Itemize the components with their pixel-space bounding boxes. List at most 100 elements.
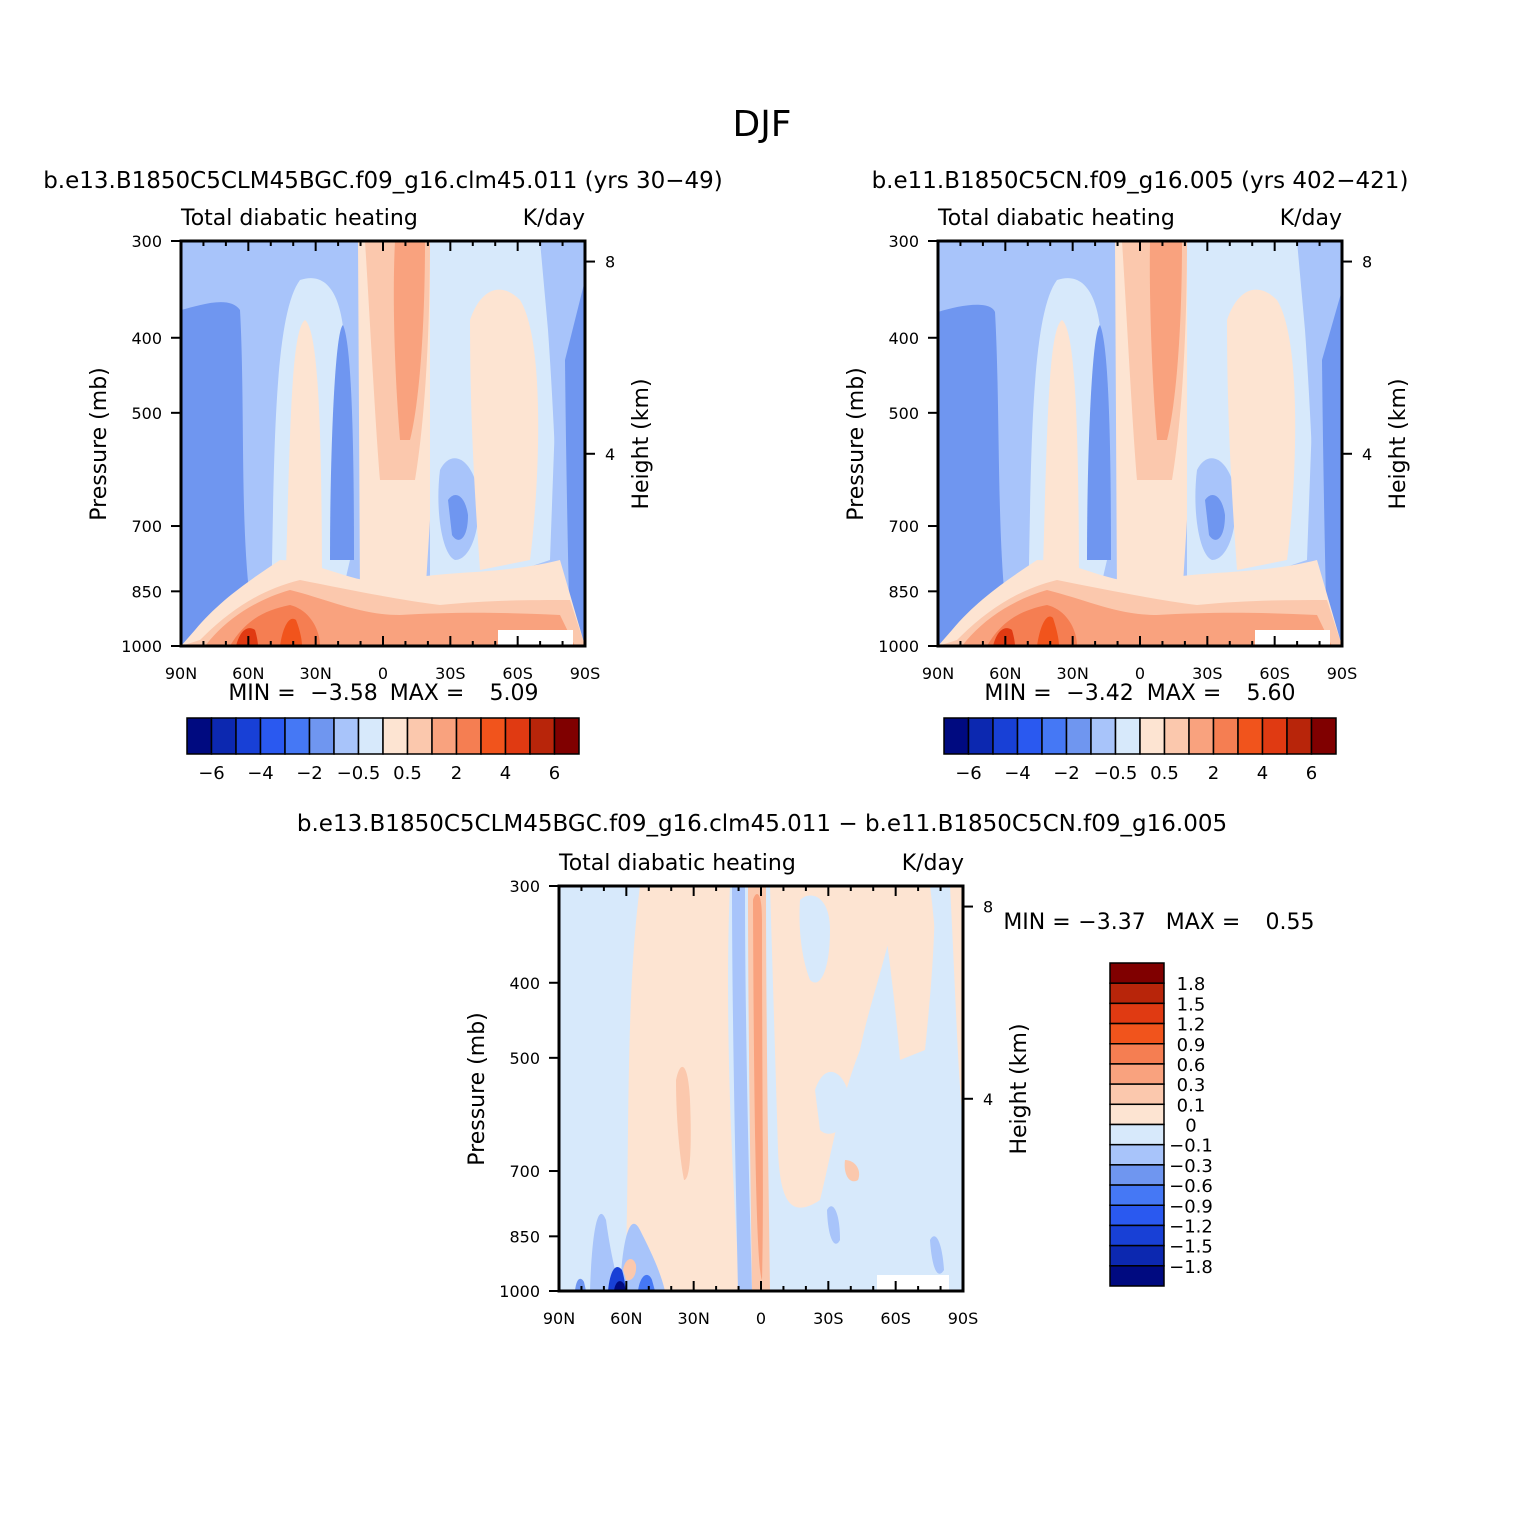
panel-1-max-label: MAX = [390, 681, 465, 706]
y-tick-label: 300 [509, 877, 540, 896]
x-tick-label: 60N [989, 664, 1021, 683]
colorbar-box [1041, 717, 1068, 755]
colorbar-box [308, 717, 335, 755]
panel-2-ylabel: Pressure (mb) [844, 367, 869, 521]
colorbar-box [1109, 1123, 1165, 1146]
colorbar-label: −2 [1053, 763, 1080, 784]
y-tick-label: 850 [131, 582, 162, 601]
colorbar-label: −1.2 [1169, 1216, 1213, 1237]
colorbar-box [1109, 1164, 1165, 1186]
colorbar-box [992, 717, 1019, 755]
colorbar-box [1065, 717, 1092, 755]
colorbar-box [1188, 717, 1215, 755]
panel-1-case-title: b.e13.B1850C5CLM45BGC.f09_g16.clm45.011 … [43, 168, 723, 194]
colorbar-label: −1.8 [1169, 1257, 1213, 1278]
x-tick-label: 60S [502, 664, 533, 683]
colorbar-label: −0.5 [337, 763, 381, 784]
panel-2-min-value: −3.42 [1066, 681, 1133, 706]
colorbar-label: −0.6 [1169, 1176, 1213, 1197]
colorbar-box [431, 717, 458, 755]
colorbar-label: 0.1 [1177, 1095, 1206, 1116]
x-tick-label: 0 [1135, 664, 1145, 683]
x-tick-label: 90N [543, 1309, 575, 1328]
panel-1-field [181, 241, 585, 646]
x-tick-label: 60S [1259, 664, 1290, 683]
panel-3-left-subtitle: Total diabatic heating [558, 851, 796, 876]
figure-title: DJF [732, 104, 791, 145]
panel-3-field [559, 886, 963, 1291]
colorbar-box [1109, 1002, 1165, 1025]
colorbar-box [1286, 717, 1313, 755]
y-tick-label: 500 [131, 404, 162, 423]
colorbar-label: 1.8 [1177, 974, 1206, 995]
panel-2-ticks: 90N 60N 30N 0 30S 60S 90S 300 400 500 700 850 1000 8 4 [878, 232, 1372, 683]
colorbar-box [480, 717, 507, 755]
colorbar-box [553, 717, 580, 755]
panel-1-ticks: 90N 60N 30N 0 30S 60S 90S 300 400 500 700 850 1000 8 4 [121, 232, 615, 683]
y-tick-label: 400 [888, 329, 919, 348]
panel-2-left-subtitle: Total diabatic heating [937, 206, 1175, 231]
x-tick-label: 30N [1057, 664, 1089, 683]
panel-3-case-title: b.e13.B1850C5CLM45BGC.f09_g16.clm45.011 … [297, 811, 1227, 837]
y-right-tick-label: 4 [605, 445, 615, 464]
colorbar-box [943, 717, 970, 755]
x-tick-label: 30S [813, 1309, 844, 1328]
y-tick-label: 400 [509, 974, 540, 993]
colorbar-label: 2 [1208, 763, 1219, 784]
colorbar-box [186, 717, 213, 755]
colorbar-box [504, 717, 531, 755]
colorbar-label: 4 [1257, 763, 1268, 784]
colorbar-box [1163, 717, 1190, 755]
colorbar-box [210, 717, 237, 755]
colorbar-box [1016, 717, 1043, 755]
colorbar-box [1114, 717, 1141, 755]
y-tick-label: 400 [131, 329, 162, 348]
panel-2-right-subtitle: K/day [1280, 206, 1342, 231]
panel-2: b.e11.B1850C5CN.f09_g16.005 (yrs 402−421… [844, 168, 1411, 784]
colorbar-box [259, 717, 286, 755]
x-tick-label: 60N [232, 664, 264, 683]
panel-3-ticks: 90N 60N 30N 0 30S 60S 90S 300 400 500 700 850 1000 8 4 [499, 877, 993, 1328]
panel-3: b.e13.B1850C5CLM45BGC.f09_g16.clm45.011 … [297, 811, 1315, 1328]
colorbar-box [382, 717, 409, 755]
y-right-tick-label: 8 [983, 898, 993, 917]
x-tick-label: 90N [165, 664, 197, 683]
panel-3-ylabel: Pressure (mb) [465, 1012, 490, 1166]
panel-1: b.e13.B1850C5CLM45BGC.f09_g16.clm45.011 … [43, 168, 723, 784]
x-tick-label: 60S [880, 1309, 911, 1328]
colorbar-label: −6 [955, 763, 982, 784]
y-right-tick-label: 4 [1362, 445, 1372, 464]
panel-1-colorbar: −6 −4 −2 −0.5 0.5 2 4 6 [186, 717, 580, 784]
colorbar-box [1109, 1063, 1165, 1085]
panel-1-min-value: −3.58 [310, 681, 377, 706]
panel-2-colorbar: −6 −4 −2 −0.5 0.5 2 4 6 [943, 717, 1337, 784]
panel-2-field [938, 241, 1342, 646]
colorbar-label: 1.5 [1177, 994, 1206, 1015]
colorbar-label: −1.5 [1169, 1237, 1213, 1258]
panel-2-min-label: MIN = [984, 681, 1051, 706]
colorbar-box [1109, 1184, 1165, 1206]
panel-3-min-value: −3.37 [1078, 910, 1145, 935]
panel-1-right-subtitle: K/day [523, 206, 585, 231]
colorbar-box [1109, 1043, 1165, 1065]
x-tick-label: 0 [756, 1309, 766, 1328]
colorbar-label: −2 [296, 763, 323, 784]
y-tick-label: 1000 [499, 1282, 540, 1301]
colorbar-label: 6 [549, 763, 560, 784]
colorbar-label: −4 [247, 763, 274, 784]
panel-1-min-label: MIN = [228, 681, 295, 706]
y-right-tick-label: 4 [983, 1090, 993, 1109]
colorbar-box [1109, 1224, 1165, 1247]
colorbar-box [529, 717, 556, 755]
panel-1-ylabel: Pressure (mb) [87, 367, 112, 521]
y-tick-label: 500 [888, 404, 919, 423]
colorbar-box [284, 717, 311, 755]
colorbar-box [455, 717, 482, 755]
colorbar-label: −0.1 [1169, 1136, 1213, 1157]
panel-3-colorbar: 1.81.51.20.90.60.30.10−0.1−0.3−0.6−0.9−1… [1109, 962, 1213, 1287]
x-tick-label: 90S [1327, 664, 1358, 683]
colorbar-box [1212, 717, 1239, 755]
colorbar-box [1109, 1244, 1165, 1267]
colorbar-label: 1.2 [1177, 1015, 1206, 1036]
